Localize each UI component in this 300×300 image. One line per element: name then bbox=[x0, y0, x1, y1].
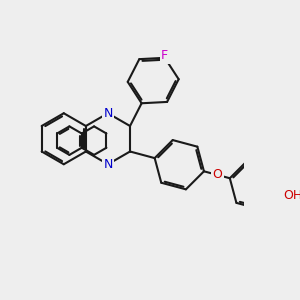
Text: N: N bbox=[103, 107, 112, 120]
Text: F: F bbox=[161, 50, 168, 62]
Text: O: O bbox=[213, 168, 222, 182]
Text: N: N bbox=[103, 158, 112, 171]
Text: OH: OH bbox=[283, 189, 300, 202]
